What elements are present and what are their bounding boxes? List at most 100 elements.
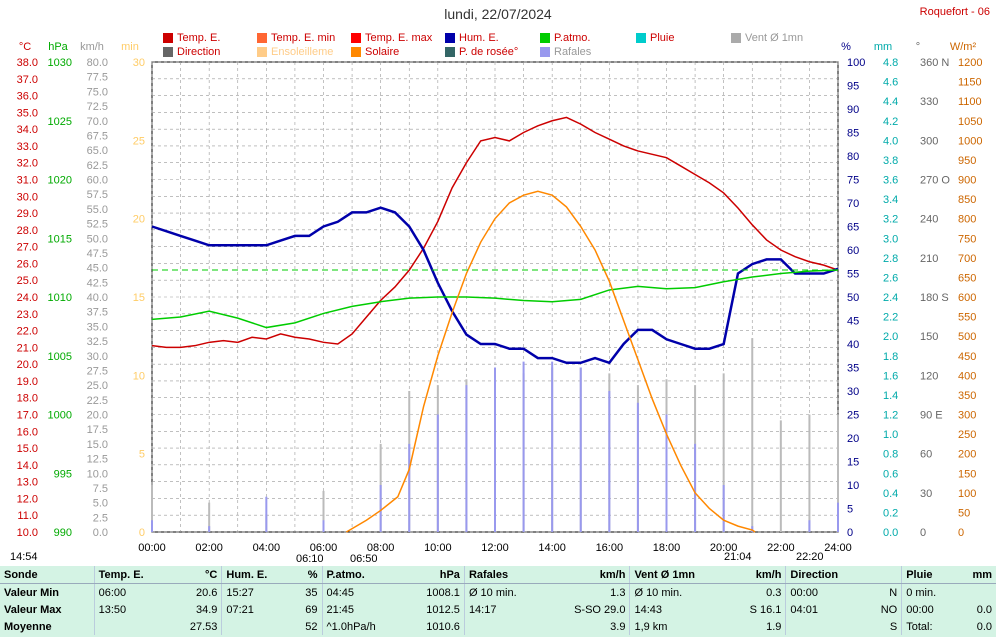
humidity-tick-label: 85 [847, 128, 859, 140]
solar-tick-label: 1000 [958, 135, 982, 147]
station-link[interactable]: Roquefort - 06 [919, 6, 990, 18]
direction-tick-label: 180 S [920, 292, 949, 304]
direction-tick-label: 360 N [920, 57, 949, 69]
stats-cell: 00:00 [785, 583, 867, 601]
sunshine-tick-label: 25 [133, 135, 145, 147]
solar-tick-label: 300 [958, 410, 976, 422]
stats-cell: 35 [305, 586, 318, 599]
temp-tick-label: 32.0 [17, 158, 38, 170]
wind-tick-label: 35.0 [87, 321, 108, 333]
time-tick-label: 12:00 [481, 542, 509, 554]
direction-tick-label: 90 E [920, 410, 943, 422]
legend-item[interactable]: P.atmo. [540, 32, 591, 44]
temp-tick-label: 14.0 [17, 460, 38, 472]
stats-cell: 00:00 [901, 601, 957, 618]
stats-header-cell: Pluie [901, 566, 957, 584]
series-line [151, 269, 839, 329]
stats-table: Sonde Temp. E. °C Hum. E.% P.atmo. hPa Rafales… [0, 566, 996, 637]
legend-item[interactable]: Vent Ø 1mn [731, 32, 803, 44]
chart-title: lundi, 22/07/2024 [444, 6, 552, 22]
humidity-tick-label: 10 [847, 480, 859, 492]
stats-cell: 1.9 [766, 620, 782, 633]
legend-swatch [163, 33, 173, 43]
legend-item[interactable]: Direction [163, 46, 220, 58]
legend-swatch [636, 33, 646, 43]
rain-tick-label: 1.2 [883, 410, 898, 422]
rain-tick-label: 2.8 [883, 253, 898, 265]
legend-item[interactable]: Hum. E. [445, 32, 499, 44]
humidity-tick-label: 45 [847, 316, 859, 328]
temp-tick-label: 24.0 [17, 292, 38, 304]
legend-item[interactable]: Rafales [540, 46, 591, 58]
solar-tick-label: 100 [958, 488, 976, 500]
wind-tick-label: 70.0 [87, 116, 108, 128]
stats-header-cell: Hum. E. [221, 566, 293, 584]
wind-tick-label: 30.0 [87, 351, 108, 363]
rain-tick-label: 3.8 [883, 155, 898, 167]
wind-tick-label: 77.5 [87, 72, 108, 84]
wind-tick-label: 72.5 [87, 101, 108, 113]
legend-item[interactable]: Ensoleilleme [257, 46, 333, 58]
temp-tick-label: 25.0 [17, 275, 38, 287]
solar-tick-label: 1100 [958, 96, 982, 108]
series-line [151, 206, 839, 365]
solar-tick-label: 800 [958, 214, 976, 226]
stats-cell: NO [880, 603, 898, 616]
stats-cell: 14:43 [629, 601, 729, 618]
stats-cell: 1,9 km [629, 618, 729, 635]
solar-tick-label: 700 [958, 253, 976, 265]
temp-tick-label: 13.0 [17, 477, 38, 489]
humidity-tick-label: 55 [847, 269, 859, 281]
humidity-tick-label: 30 [847, 386, 859, 398]
legend-item[interactable]: Solaire [351, 46, 399, 58]
stats-header-cell: Sonde [0, 566, 95, 584]
wind-tick-label: 52.5 [87, 219, 108, 231]
axis-unit-label: % [841, 41, 851, 53]
solar-tick-label: 850 [958, 194, 976, 206]
wind-tick-label: 0.0 [93, 527, 108, 539]
wind-tick-label: 75.0 [87, 86, 108, 98]
stats-cell: Ø 10 min. [463, 583, 545, 601]
solar-tick-label: 600 [958, 292, 976, 304]
legend-item[interactable]: Pluie [636, 32, 674, 44]
legend-label: P.atmo. [554, 32, 591, 44]
solar-tick-label: 50 [958, 507, 970, 519]
direction-tick-label: 300 [920, 135, 938, 147]
pressure-tick-label: 1010 [48, 292, 72, 304]
marker-label: 21:04 [724, 551, 752, 563]
legend-item[interactable]: Temp. E. [163, 32, 220, 44]
stats-cell: 20.6 [195, 586, 218, 599]
wind-tick-label: 7.5 [93, 483, 108, 495]
humidity-tick-label: 0 [847, 527, 853, 539]
time-tick-label: 14:00 [538, 542, 566, 554]
stats-header-cell: °C [170, 566, 222, 584]
direction-tick-label: 270 O [920, 175, 950, 187]
pressure-tick-label: 1025 [48, 116, 72, 128]
temp-tick-label: 19.0 [17, 376, 38, 388]
pressure-tick-label: 1020 [48, 175, 72, 187]
stats-cell: 0.3 [766, 586, 782, 599]
legend-item[interactable]: Temp. E. min [257, 32, 335, 44]
wind-tick-label: 25.0 [87, 380, 108, 392]
direction-tick-label: 120 [920, 370, 938, 382]
stats-cell: N [889, 586, 898, 599]
wind-tick-label: 27.5 [87, 365, 108, 377]
sunshine-tick-label: 30 [133, 57, 145, 69]
direction-tick-label: 60 [920, 449, 932, 461]
legend-label: Hum. E. [459, 32, 499, 44]
stats-header-cell: Vent Ø 1mn [629, 566, 729, 584]
legend-label: Vent Ø 1mn [745, 32, 804, 44]
legend-item[interactable]: P. de rosée° [445, 46, 518, 58]
rain-tick-label: 0.4 [883, 488, 898, 500]
legend-swatch [351, 33, 361, 43]
legend-item[interactable]: Temp. E. max [351, 32, 432, 44]
temp-tick-label: 20.0 [17, 359, 38, 371]
stats-cell: Total: [901, 618, 957, 635]
axis-unit-label: ° [916, 41, 920, 53]
series-line [345, 190, 756, 533]
wind-tick-label: 5.0 [93, 498, 108, 510]
wind-tick-label: 40.0 [87, 292, 108, 304]
direction-tick-label: 210 [920, 253, 938, 265]
humidity-tick-label: 95 [847, 81, 859, 93]
temp-tick-label: 28.0 [17, 225, 38, 237]
